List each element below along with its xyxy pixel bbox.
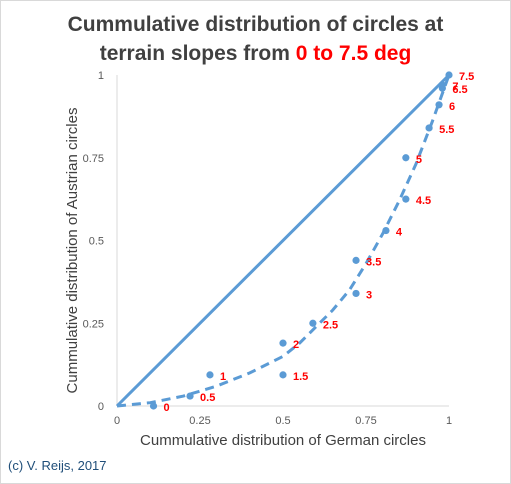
title-line-2-prefix: terrain slopes from bbox=[99, 42, 296, 65]
y-tick-label: 0.5 bbox=[89, 236, 104, 248]
y-tick-label: 0.25 bbox=[83, 318, 104, 330]
data-point bbox=[309, 319, 317, 327]
data-point bbox=[402, 195, 410, 203]
data-label: 6 bbox=[449, 101, 455, 113]
data-point bbox=[186, 392, 194, 400]
data-point bbox=[425, 124, 433, 132]
data-label: 5.5 bbox=[439, 124, 454, 136]
data-label: 1.5 bbox=[293, 371, 308, 383]
data-point bbox=[438, 81, 446, 89]
data-label: 7 bbox=[452, 81, 458, 93]
x-tick-label: 0.5 bbox=[275, 415, 290, 427]
data-point bbox=[445, 71, 453, 79]
x-tick-label: 0 bbox=[114, 415, 120, 427]
x-tick-label: 1 bbox=[446, 415, 452, 427]
data-label: 4.5 bbox=[416, 195, 431, 207]
data-point bbox=[149, 402, 158, 410]
y-tick-label: 1 bbox=[98, 70, 104, 82]
data-label: 7.5 bbox=[459, 71, 474, 83]
data-label: 0.5 bbox=[200, 392, 215, 404]
x-axis-title: Cummulative distribution of German circl… bbox=[140, 432, 426, 449]
data-point bbox=[206, 371, 214, 379]
data-point bbox=[279, 339, 287, 347]
data-point bbox=[352, 289, 360, 298]
data-label: 3.5 bbox=[366, 256, 381, 268]
data-label: 2 bbox=[293, 339, 299, 351]
data-label: 0 bbox=[164, 402, 170, 414]
trendline bbox=[116, 74, 451, 408]
data-label: 4 bbox=[396, 227, 403, 239]
data-label: 3 bbox=[366, 289, 372, 301]
data-point bbox=[279, 371, 287, 379]
title-line-2: terrain slopes from 0 to 7.5 deg bbox=[0, 39, 511, 68]
data-label: 6.5 bbox=[452, 84, 467, 96]
y-axis-title: Cummulative distribution of Austrian cir… bbox=[64, 108, 81, 394]
credit-text: (c) V. Reijs, 2017 bbox=[8, 458, 107, 473]
data-label: 1 bbox=[220, 371, 226, 383]
data-point bbox=[352, 256, 360, 264]
x-tick-label: 0.25 bbox=[189, 415, 210, 427]
y-tick-label: 0.75 bbox=[83, 153, 104, 165]
data-point bbox=[382, 226, 390, 235]
title-line-1: Cummulative distribution of circles at bbox=[67, 13, 444, 36]
data-point bbox=[435, 101, 443, 109]
reference-line bbox=[115, 73, 451, 408]
data-label: 2.5 bbox=[323, 319, 338, 331]
data-label: 5 bbox=[416, 154, 422, 166]
x-tick-label: 0.75 bbox=[355, 415, 376, 427]
data-point bbox=[402, 154, 410, 162]
title-line-2-highlight: 0 to 7.5 deg bbox=[295, 42, 412, 65]
y-tick-label: 0 bbox=[98, 401, 104, 413]
chart-title: Cummulative distribution of circles at t… bbox=[0, 10, 511, 68]
